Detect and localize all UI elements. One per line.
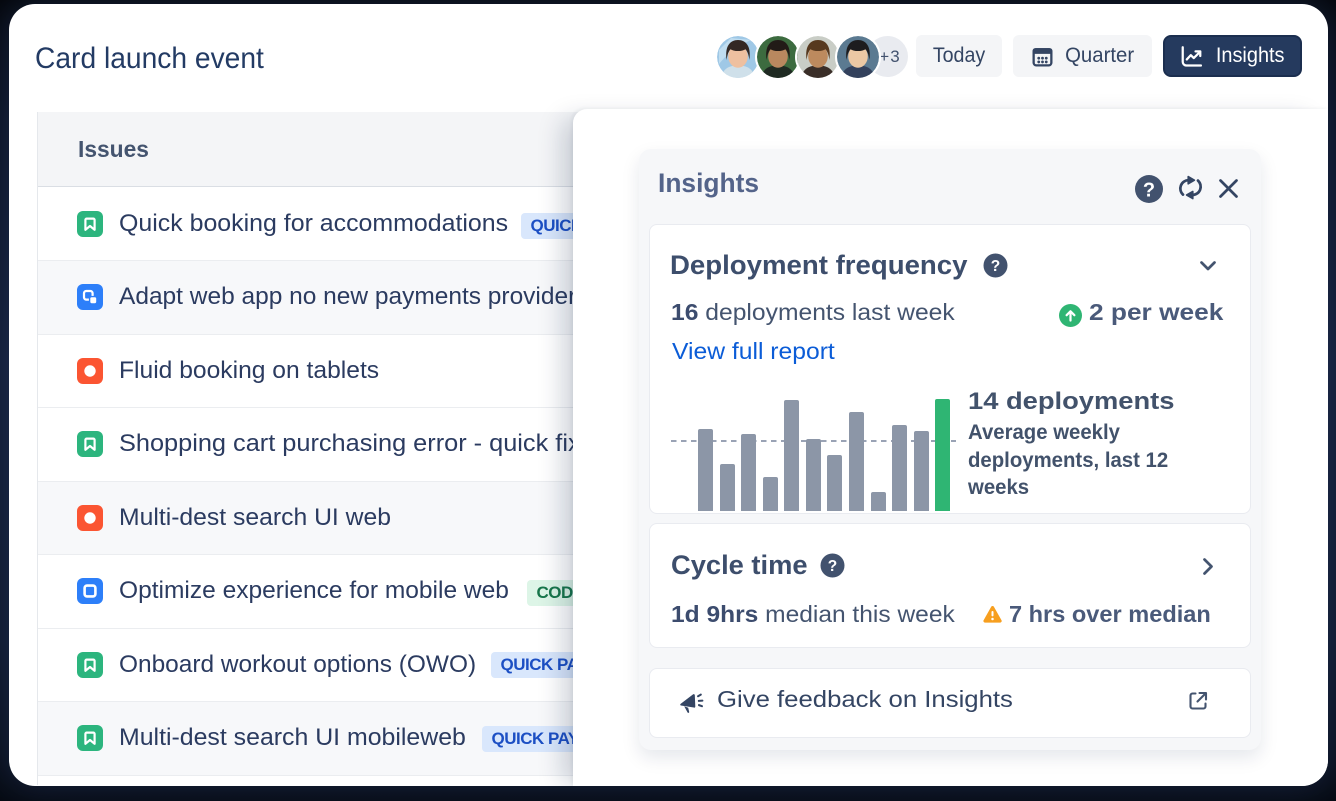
- svg-text:?: ?: [991, 258, 1000, 275]
- svg-text:?: ?: [828, 558, 837, 575]
- svg-text:?: ?: [1143, 180, 1155, 202]
